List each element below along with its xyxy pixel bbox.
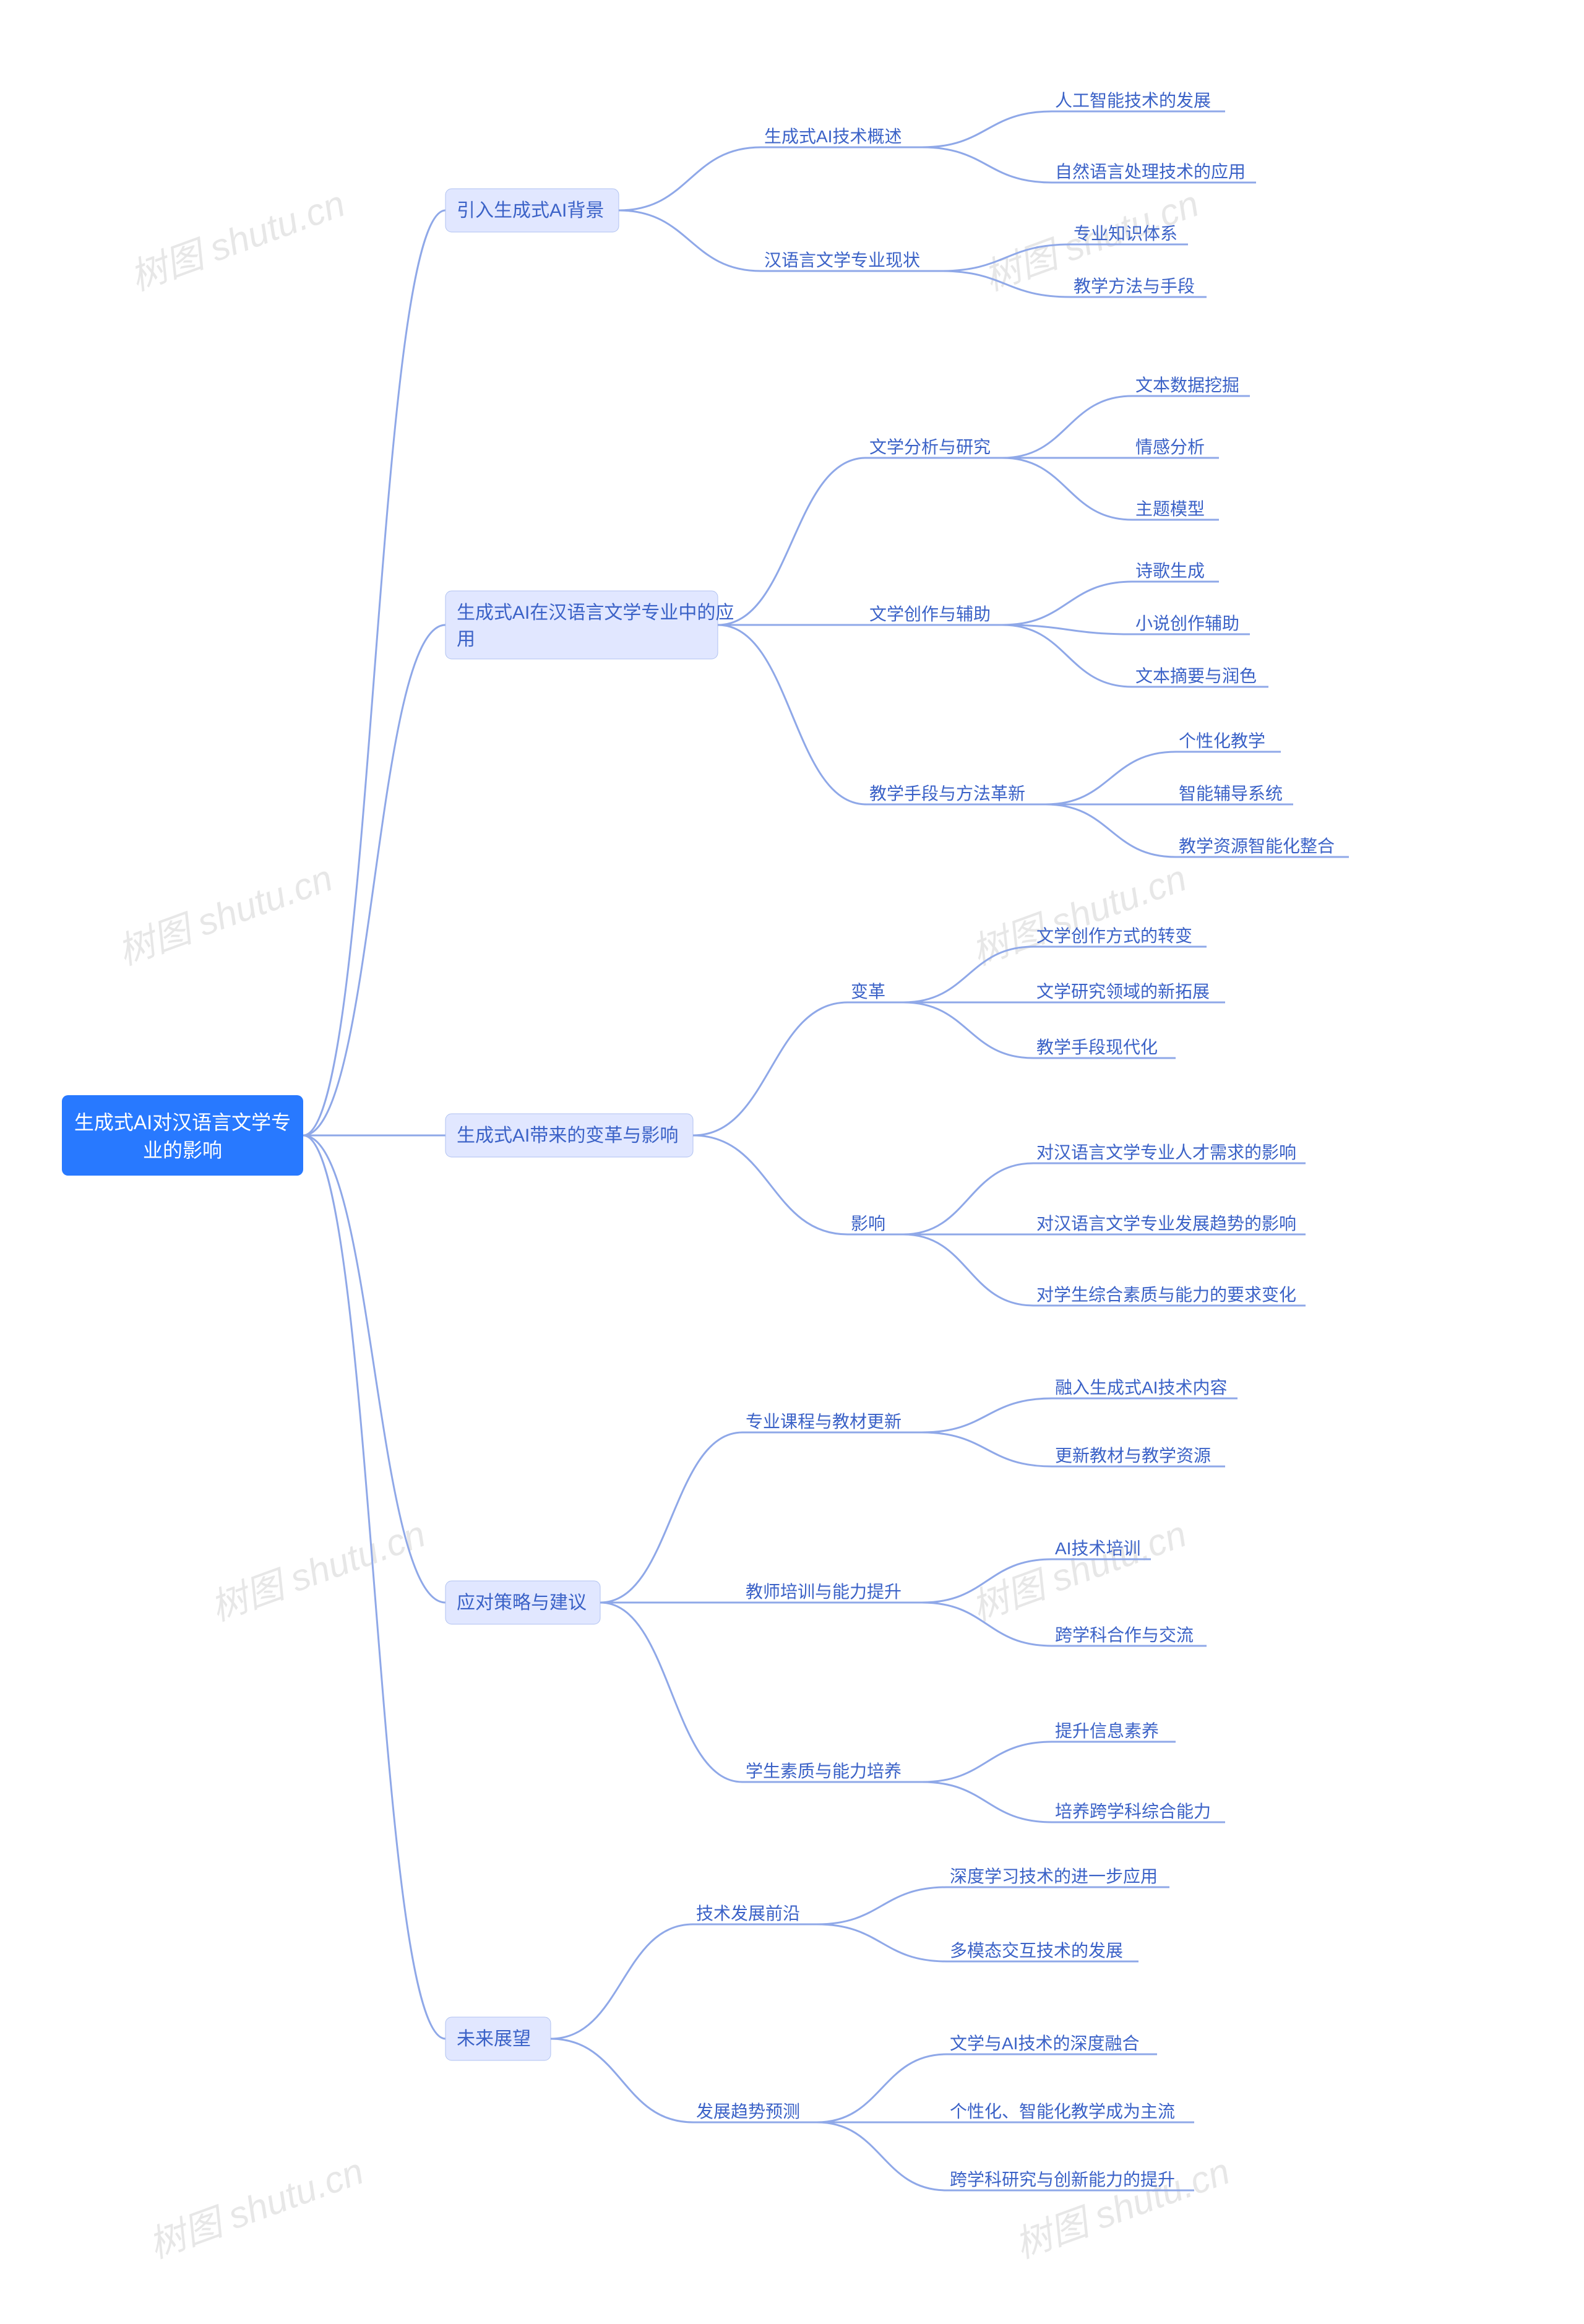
l3-label: 文本数据挖掘 — [1135, 376, 1239, 395]
l3-label: 更新教材与教学资源 — [1055, 1446, 1211, 1465]
l2-label: 专业课程与教材更新 — [746, 1412, 902, 1431]
l1-label: 未来展望 — [457, 2029, 531, 2049]
watermark: 树图 shutu.cn — [125, 183, 350, 298]
mindmap: 树图 shutu.cn 树图 shutu.cn 树图 shutu.cn 树图 shut… — [0, 0, 1584, 2324]
l3-label: 教学手段现代化 — [1036, 1038, 1158, 1057]
svg-text:用: 用 — [457, 629, 475, 650]
l3-label: 对汉语言文学专业发展趋势的影响 — [1036, 1214, 1296, 1233]
l3-label: 人工智能技术的发展 — [1055, 91, 1211, 110]
l3-label: 教学方法与手段 — [1074, 277, 1195, 296]
l3-label: 对汉语言文学专业人才需求的影响 — [1036, 1143, 1296, 1162]
watermark: 树图 shutu.cn — [113, 857, 338, 973]
l3-label: 融入生成式AI技术内容 — [1055, 1378, 1227, 1397]
l3-label: 文学创作方式的转变 — [1036, 926, 1192, 945]
watermark: 树图 shutu.cn — [205, 1513, 431, 1629]
l3-label: 教学资源智能化整合 — [1179, 837, 1335, 856]
watermark: 树图 shutu.cn — [144, 2150, 369, 2266]
root-label: 生成式AI对汉语言文学专 — [74, 1111, 291, 1134]
watermark: 树图 shutu.cn — [1010, 2150, 1235, 2266]
l3-label: 情感分析 — [1135, 437, 1205, 457]
l3-label: 自然语言处理技术的应用 — [1055, 162, 1246, 181]
l2-label: 生成式AI技术概述 — [764, 127, 902, 146]
watermark: 树图 shutu.cn — [966, 1513, 1192, 1629]
l2-label: 学生素质与能力培养 — [746, 1762, 902, 1781]
l3-label: 个性化、智能化教学成为主流 — [950, 2102, 1175, 2121]
l1-label: 应对策略与建议 — [457, 1593, 587, 1613]
l2-label: 影响 — [851, 1214, 885, 1233]
l2-label: 教师培训与能力提升 — [746, 1582, 902, 1601]
l2-label: 汉语言文学专业现状 — [764, 251, 920, 270]
l3-label: 培养跨学科综合能力 — [1055, 1802, 1211, 1821]
l2-label: 发展趋势预测 — [696, 2102, 800, 2121]
l1-label: 引入生成式AI背景 — [457, 200, 604, 221]
root-node — [62, 1095, 303, 1176]
watermark: 树图 shutu.cn — [966, 857, 1192, 973]
l3-label: 提升信息素养 — [1055, 1721, 1159, 1741]
l3-label: 小说创作辅助 — [1135, 614, 1239, 633]
l3-label: 跨学科合作与交流 — [1055, 1625, 1194, 1645]
l3-label: 文学研究领域的新拓展 — [1036, 982, 1210, 1001]
l3-label: AI技术培训 — [1055, 1539, 1140, 1558]
l3-label: 深度学习技术的进一步应用 — [950, 1867, 1158, 1886]
l3-label: 专业知识体系 — [1074, 224, 1177, 243]
l3-label: 对学生综合素质与能力的要求变化 — [1036, 1285, 1296, 1304]
l3-label: 智能辅导系统 — [1179, 784, 1283, 803]
l3-label: 个性化教学 — [1179, 731, 1265, 751]
l1-node — [446, 591, 718, 659]
l3-label: 诗歌生成 — [1135, 561, 1205, 580]
l2-label: 技术发展前沿 — [696, 1904, 800, 1923]
l2-label: 文学创作与辅助 — [869, 605, 991, 624]
l2-label: 变革 — [851, 982, 885, 1001]
l3-label: 多模态交互技术的发展 — [950, 1941, 1123, 1960]
l3-label: 主题模型 — [1135, 499, 1205, 519]
l3-label: 文学与AI技术的深度融合 — [950, 2034, 1139, 2053]
l3-label: 跨学科研究与创新能力的提升 — [950, 2170, 1175, 2189]
l2-label: 教学手段与方法革新 — [869, 784, 1025, 803]
l3-label: 文本摘要与润色 — [1135, 666, 1257, 686]
l1-label: 生成式AI在汉语言文学专业中的应 — [457, 603, 734, 623]
l1-label: 生成式AI带来的变革与影响 — [457, 1125, 678, 1146]
l2-label: 文学分析与研究 — [869, 437, 991, 457]
svg-text:业的影响: 业的影响 — [143, 1139, 222, 1161]
